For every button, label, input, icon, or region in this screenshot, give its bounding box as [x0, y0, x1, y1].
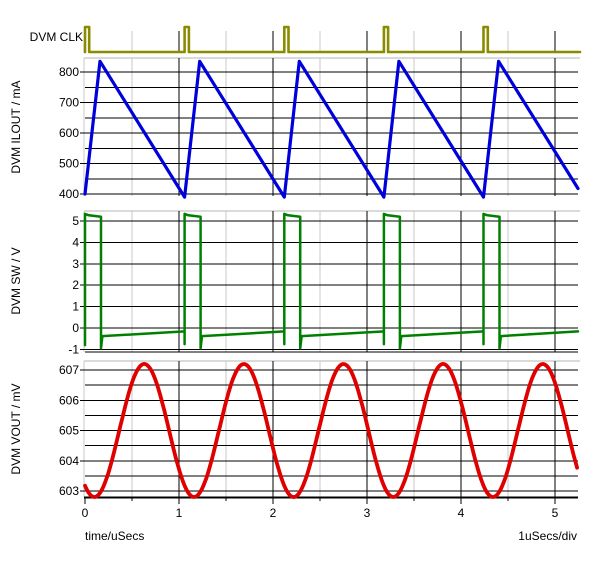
time-per-div-label: 1uSecs/div: [518, 529, 577, 543]
sw-axis-label: DVM SW / V: [9, 247, 23, 314]
time-tick-label: 0: [82, 506, 89, 520]
ilout-tick-label: 600: [59, 126, 79, 140]
vout-tick-label: 605: [59, 424, 79, 438]
ilout-axis-label: DVM ILOUT / mA: [9, 80, 23, 173]
sw-tick-label: -1: [68, 342, 79, 356]
ilout-tick-label: 800: [59, 65, 79, 79]
sw-tick-label: 0: [72, 321, 79, 335]
time-tick-label: 3: [364, 506, 371, 520]
time-axis-label: time/uSecs: [85, 529, 144, 543]
vout-tick-label: 606: [59, 393, 79, 407]
traces: [83, 25, 582, 499]
ilout-tick-label: 400: [59, 187, 79, 201]
time-tick-label: 5: [552, 506, 559, 520]
sw-tick-label: 3: [72, 257, 79, 271]
sw-tick-label: 2: [72, 278, 79, 292]
time-tick-label: 4: [458, 506, 465, 520]
ilout-trace: [83, 59, 580, 199]
vout-tick-label: 603: [59, 484, 79, 498]
ilout-tick-label: 500: [59, 157, 79, 171]
vout-tick-label: 607: [59, 363, 79, 377]
clk-trace: [83, 25, 582, 54]
grid-lines: [80, 31, 580, 504]
vout-axis-label: DVM VOUT / mV: [9, 383, 23, 474]
clk-signal-label: DVM CLK: [30, 30, 83, 44]
tick-labels: 400 500 600 700 800 -1 0 1 2 3 4 5 603 604 605 606 607 0 1…: [59, 65, 559, 520]
ilout-tick-label: 700: [59, 96, 79, 110]
sw-tick-label: 5: [72, 214, 79, 228]
vout-trace: [83, 362, 579, 499]
time-tick-label: 2: [270, 506, 277, 520]
sw-tick-label: 4: [72, 235, 79, 249]
sw-trace: [83, 212, 580, 350]
vout-tick-label: 604: [59, 454, 79, 468]
sw-tick-label: 1: [72, 300, 79, 314]
time-tick-label: 1: [176, 506, 183, 520]
